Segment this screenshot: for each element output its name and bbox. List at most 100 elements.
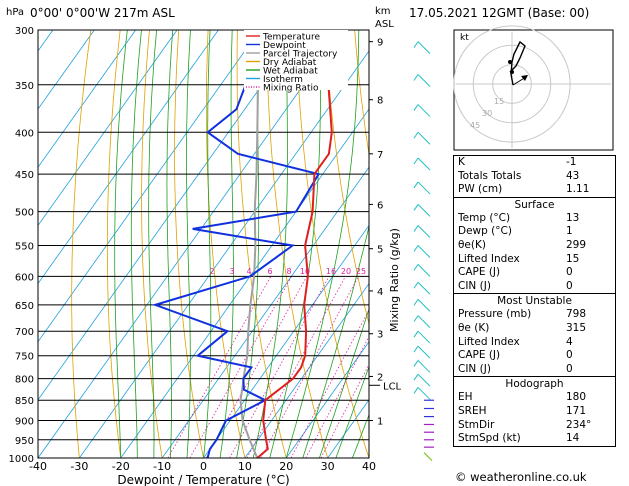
isotherm-line [38, 30, 136, 168]
wind-barb-flag [413, 74, 419, 81]
hodo-row: EH 180 [454, 391, 615, 405]
mixing-ratio-tick-label: 10 [300, 267, 310, 276]
surface-row: Dewp (°C) 1 [454, 225, 615, 239]
mixing-ratio-tick-label: 8 [286, 267, 291, 276]
dry-adiabat [354, 30, 369, 157]
wind-barb-shaft [417, 157, 431, 171]
station-info: 0°00' 0°00'W 217m ASL [30, 6, 175, 20]
isotherm-line [38, 30, 261, 343]
wind-barb-shaft [417, 131, 431, 145]
temperature-tick-label: 30 [321, 460, 335, 473]
isotherm-line [0, 30, 12, 458]
isotherm-line [203, 224, 369, 458]
wind-barb-flag [413, 360, 419, 367]
mu-value: 0 [566, 349, 573, 362]
pressure-tick-label: 1000 [9, 454, 34, 465]
km-axis-unit-label: ASL [375, 19, 394, 30]
wet-adiabat [148, 30, 157, 458]
wind-barb-shaft [417, 330, 431, 344]
hodo-value: 234° [566, 418, 592, 431]
hodo-value: 14 [566, 432, 580, 445]
legend-label: Parcel Trajectory [263, 50, 338, 60]
km-tick-label: 4 [377, 287, 383, 298]
wet-adiabat [269, 30, 321, 458]
surface-section: Surface Temp (°C) 13 Dewp (°C) 1 θe(K) 299 Lif… [454, 196, 615, 294]
surface-value: 15 [566, 252, 580, 265]
hodograph-unit-label: kt [460, 33, 469, 43]
mu-value: 0 [566, 362, 573, 375]
wind-barb-shaft [417, 387, 431, 400]
km-tick-label: 2 [377, 372, 383, 383]
mixing-ratio-tick-label: 3 [229, 267, 234, 276]
dry-adiabat [295, 30, 369, 458]
surface-row: Temp (°C) 13 [454, 212, 615, 226]
mixing-ratio-tick-label: 25 [356, 267, 366, 276]
surface-title: Surface [514, 198, 555, 211]
temperature-tick-label: 20 [279, 460, 293, 473]
storm-motion-arrowhead [521, 75, 528, 81]
km-tick-label: 6 [377, 200, 383, 211]
wind-barb-shaft [417, 245, 431, 258]
hodo-value: 171 [566, 404, 587, 417]
wind-barb-shaft [417, 373, 431, 387]
hodo-row: StmDir 234° [454, 419, 615, 433]
mu-row: Lifted Index 4 [454, 336, 615, 350]
isotherm-line [38, 30, 343, 458]
surface-label: Lifted Index [458, 252, 520, 265]
totals-totals-row: Totals Totals 43 [458, 169, 580, 182]
hodograph-frame [453, 29, 614, 151]
legend-background [244, 30, 348, 90]
temperature-tick-label: 10 [238, 460, 252, 473]
isotherm-line [38, 30, 219, 285]
pressure-tick-label: 550 [15, 241, 34, 252]
y-axis-unit-label: hPa [6, 7, 24, 18]
pressure-tick-label: 400 [15, 128, 34, 139]
surface-label: Dewp (°C) [458, 225, 512, 238]
wind-barb-shaft [417, 41, 431, 55]
wind-barb-flag [413, 282, 419, 289]
temperature-tick-label: -10 [153, 460, 171, 473]
wind-barb-flag [413, 104, 419, 111]
pw-row: PW (cm) 1.11 [458, 183, 590, 196]
mu-label: Pressure (mb) [458, 308, 532, 321]
wind-barb-flag [413, 41, 419, 48]
hodograph-point [510, 70, 514, 74]
lcl-label: LCL [383, 381, 402, 392]
mixing-ratio-tick-label: 20 [341, 267, 351, 276]
legend-label: Temperature [262, 33, 320, 43]
km-axis-unit-label: km [375, 6, 391, 17]
wind-barb-flag [413, 345, 419, 353]
legend-label: Isotherm [263, 75, 303, 85]
isotherm-line [79, 50, 369, 458]
wind-barb-flag [413, 315, 419, 322]
surface-value: 0 [566, 266, 573, 279]
dry-adiabat [205, 30, 246, 458]
wind-barb-flag [413, 299, 419, 306]
wind-barb-flag [413, 181, 419, 189]
dry-adiabat [619, 30, 629, 458]
km-tick-label: 7 [377, 150, 383, 161]
dry-adiabat [174, 30, 204, 458]
credit-text: © weatheronline.co.uk [455, 470, 587, 484]
mixing-ratio-tick-label: 16 [326, 267, 336, 276]
km-tick-label: 3 [377, 330, 383, 341]
surface-label: CIN (J) [458, 279, 491, 292]
isotherm-line [161, 166, 369, 458]
surface-wind-barb [423, 452, 433, 462]
most-unstable-section: Most Unstable Pressure (mb) 798 θe (K) 315 L… [454, 293, 615, 376]
dry-adiabat [71, 30, 92, 458]
dewpoint-line [152, 30, 323, 458]
plot-frame [37, 29, 370, 459]
indices-panel: K -1 Totals Totals 43 PW (cm) 1.11 Surface … [453, 155, 616, 447]
wind-barb-shaft [417, 345, 431, 359]
temperature-tick-label: -30 [70, 460, 88, 473]
hodo-label: SREH [458, 404, 487, 417]
pressure-tick-label: 650 [15, 301, 34, 312]
mu-value: 798 [566, 308, 587, 321]
legend-label: Dry Adiabat [263, 58, 317, 68]
hodo-label: StmSpd (kt) [458, 432, 521, 445]
isotherm-line [38, 30, 178, 227]
parcel-trajectory-line [239, 30, 261, 458]
temperature-tick-label: 0 [200, 460, 207, 473]
